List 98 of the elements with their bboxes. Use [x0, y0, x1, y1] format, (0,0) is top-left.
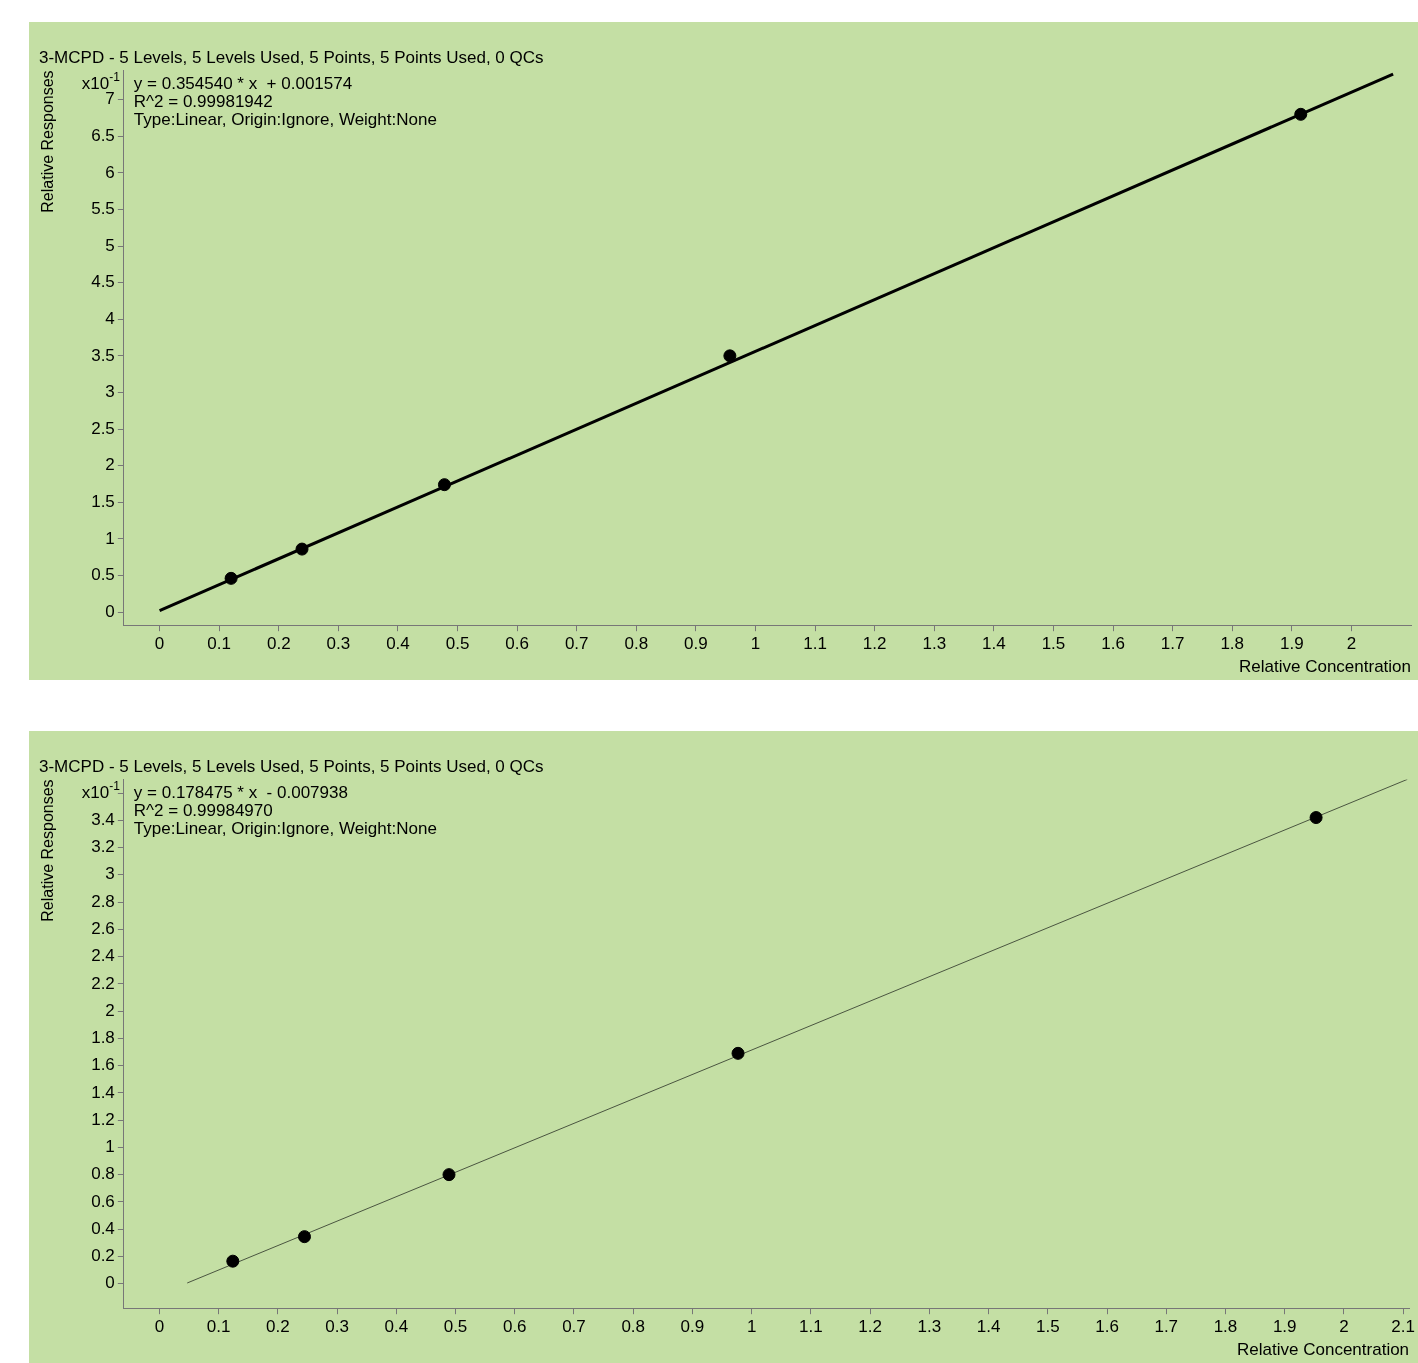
x-tick-label: 2: [1346, 634, 1357, 654]
y-tick-label: 7: [105, 89, 115, 109]
y-tick-label: 0.2: [91, 1246, 115, 1266]
y-tick-label: 5: [105, 235, 115, 255]
x-tick-label: 1.9: [1280, 634, 1304, 654]
x-tick-label: 0.9: [684, 634, 708, 654]
x-tick-label: 0.2: [266, 634, 291, 654]
x-tick-label: 0.7: [562, 1317, 586, 1337]
chart-title: 3-MCPD - 5 Levels, 5 Levels Used, 5 Points, 5 Points Used, 0 QCs: [39, 756, 544, 776]
x-tick-label: 1.6: [1101, 634, 1125, 654]
x-tick-label: 0.1: [207, 634, 231, 654]
x-tick-label: 1.1: [803, 634, 827, 654]
x-tick-label: 0.4: [384, 1317, 409, 1337]
point: [723, 349, 737, 363]
point: [1309, 811, 1323, 825]
x-tick-label: 2.1: [1391, 1317, 1415, 1337]
y-tick-label: 6.5: [91, 125, 115, 145]
annotation: R^2 = 0.99984970: [133, 801, 273, 821]
x-tick-label: 0.7: [564, 634, 589, 654]
x-tick-label: 0.5: [445, 634, 470, 654]
y-tick-label: 2: [105, 455, 115, 475]
x-tick-label: 1.7: [1154, 1317, 1179, 1337]
point: [1294, 107, 1308, 121]
x-tick-label: 0.9: [680, 1317, 705, 1337]
y-tick-label: 0.5: [91, 565, 115, 585]
y-tick-label: 1.8: [91, 1028, 115, 1048]
point: [297, 1230, 311, 1244]
x-tick-label: 0.2: [266, 1317, 290, 1337]
x-tick-label: 1.2: [858, 1317, 882, 1337]
x-tick-label: 1.6: [1095, 1317, 1119, 1337]
annotation: y = 0.178475 * x - 0.007938: [133, 783, 348, 803]
y-tick-label: 1: [105, 1137, 115, 1157]
x-tick-label: 1.4: [976, 1317, 1001, 1337]
x-axis-title: Relative Concentration: [1237, 1340, 1410, 1360]
point: [442, 1168, 456, 1182]
point: [731, 1046, 745, 1060]
x-tick-label: 0.3: [326, 634, 351, 654]
y-tick-label: 2.5: [91, 418, 115, 438]
y-tick-label: 2.8: [91, 891, 115, 911]
x-tick-label: 1.1: [799, 1317, 823, 1337]
y-tick-label: 4: [105, 308, 115, 328]
annotation: Type:Linear, Origin:Ignore, Weight:None: [133, 110, 437, 130]
x-tick-label: 0.8: [621, 1317, 646, 1337]
x-tick-label: 0.6: [502, 1317, 527, 1337]
x-tick-label: 1.4: [982, 634, 1006, 654]
y-tick-label: 0.4: [91, 1218, 115, 1238]
y-tick-label: 2: [105, 1000, 115, 1020]
y-tick-label: 0: [105, 601, 115, 621]
y-tick-label: 1: [105, 528, 115, 548]
chart-title: 3-MCPD - 5 Levels, 5 Levels Used, 5 Points, 5 Points Used, 0 QCs: [39, 47, 544, 67]
point: [224, 571, 238, 585]
x-tick-label: 1: [750, 634, 761, 654]
y-tick-label: 3.2: [91, 837, 115, 857]
annotation: R^2 = 0.99981942: [133, 92, 273, 112]
x-tick-label: 0: [154, 1317, 165, 1337]
x-tick-label: 0.1: [206, 1317, 231, 1337]
x-tick-label: 0: [154, 634, 165, 654]
y-axis-title: Relative Responses: [39, 70, 57, 213]
point: [226, 1254, 240, 1268]
x-tick-label: 1.7: [1160, 634, 1185, 654]
y-tick-label: 1.4: [91, 1082, 115, 1102]
x-tick-label: 0.5: [443, 1317, 468, 1337]
x-tick-label: 1: [746, 1317, 757, 1337]
x-tick-label: 1.8: [1213, 1317, 1238, 1337]
point: [437, 478, 451, 492]
y-tick-label: 2.4: [91, 946, 115, 966]
y-tick-label: 1.6: [91, 1055, 115, 1075]
x-tick-label: 1.8: [1220, 634, 1245, 654]
x-tick-label: 0.4: [386, 634, 410, 654]
y-tick-label: 3.4: [91, 809, 115, 829]
y-tick-label: 0: [105, 1273, 115, 1293]
y-tick-label: 2.6: [91, 919, 115, 939]
annotation: Type:Linear, Origin:Ignore, Weight:None: [133, 819, 437, 839]
x-tick-label: 0.6: [505, 634, 529, 654]
x-tick-label: 2: [1339, 1317, 1349, 1337]
point: [295, 542, 309, 556]
y-tick-label: 1.5: [91, 491, 115, 511]
x-tick-label: 1.3: [917, 1317, 942, 1337]
x-tick-label: 1.9: [1272, 1317, 1297, 1337]
y-tick-label: 3.5: [91, 345, 115, 365]
y-tick-label: 3: [105, 382, 115, 402]
y-tick-label: 5.5: [91, 199, 115, 219]
x-tick-label: 0.3: [325, 1317, 349, 1337]
y-axis-title: Relative Responses: [39, 779, 57, 922]
x-tick-label: 0.8: [624, 634, 649, 654]
x-tick-label: 1.5: [1035, 1317, 1060, 1337]
y-tick-label: 3: [105, 864, 115, 884]
annotation: y = 0.354540 * x + 0.001574: [133, 74, 353, 94]
y-tick-label: 1.2: [91, 1109, 115, 1129]
x-axis-title: Relative Concentration: [1239, 657, 1411, 677]
x-tick-label: 1.2: [862, 634, 887, 654]
y-tick-label: 0.6: [91, 1191, 115, 1211]
y-tick-label: 4.5: [91, 272, 115, 292]
x-tick-label: 1.5: [1041, 634, 1066, 654]
y-tick-label: 0.8: [91, 1164, 115, 1184]
x-tick-label: 1.3: [922, 634, 947, 654]
y-tick-label: 6: [105, 162, 115, 182]
y-tick-label: 2.2: [91, 973, 115, 993]
